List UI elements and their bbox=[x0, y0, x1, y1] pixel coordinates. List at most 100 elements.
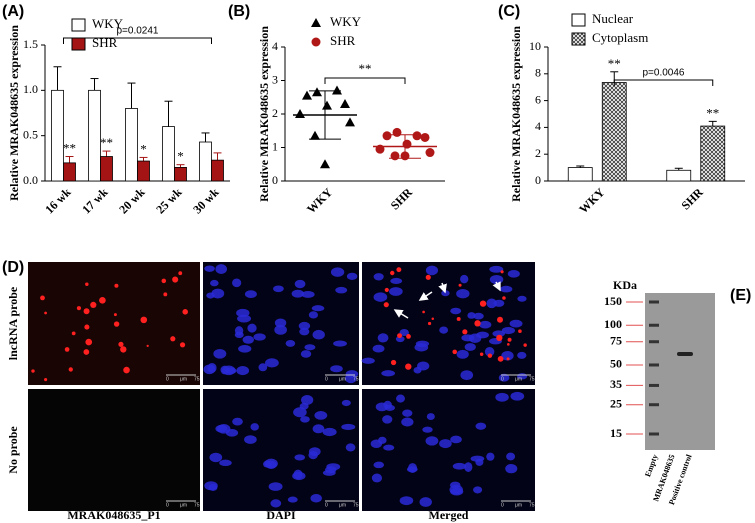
ladder-band bbox=[649, 403, 659, 407]
signal bbox=[182, 309, 188, 315]
y-tick-label: 0 bbox=[535, 173, 541, 187]
ladder-label: 100 bbox=[604, 317, 622, 331]
x-tick-label: 25 wk bbox=[153, 185, 185, 217]
nucleus bbox=[413, 366, 422, 374]
signal bbox=[422, 310, 425, 314]
nucleus bbox=[244, 290, 257, 299]
bar bbox=[211, 159, 224, 182]
bar bbox=[125, 108, 138, 182]
nucleus bbox=[461, 334, 475, 342]
ladder-label: 15 bbox=[610, 426, 622, 440]
signal bbox=[390, 270, 395, 276]
nucleus bbox=[407, 463, 418, 474]
signal bbox=[90, 301, 97, 308]
bar bbox=[63, 162, 76, 182]
ladder-label: 150 bbox=[604, 294, 622, 308]
nucleus bbox=[293, 469, 303, 480]
nucleus bbox=[377, 333, 389, 343]
ladder-band bbox=[649, 363, 659, 367]
y-tick-label: 4 bbox=[272, 39, 278, 53]
nucleus bbox=[308, 311, 319, 319]
y-axis-label: Relative MRAK048635 expression bbox=[509, 26, 523, 202]
signal bbox=[507, 343, 510, 346]
bar bbox=[88, 89, 101, 182]
nucleus bbox=[486, 298, 497, 309]
bar bbox=[700, 125, 726, 182]
scale-text: 75 bbox=[194, 376, 200, 382]
legend-label: SHR bbox=[92, 35, 118, 50]
y-axis-label: Relative MRAK048635 expression bbox=[257, 26, 271, 202]
y-tick-label: 3 bbox=[272, 72, 278, 86]
nucleus bbox=[236, 366, 250, 376]
signal bbox=[384, 287, 389, 293]
nucleus bbox=[330, 267, 345, 277]
nucleus bbox=[215, 264, 228, 274]
x-tick-label: WKY bbox=[304, 185, 335, 216]
nucleus bbox=[308, 447, 321, 457]
signal bbox=[83, 349, 90, 355]
scale-text: μm bbox=[515, 502, 522, 508]
nucleus bbox=[495, 392, 509, 402]
signal bbox=[44, 378, 48, 382]
nucleus bbox=[330, 365, 343, 373]
signal bbox=[452, 349, 458, 355]
bar bbox=[100, 156, 113, 182]
nucleus bbox=[294, 454, 306, 461]
x-tick-label: SHR bbox=[678, 185, 706, 213]
y-tick-label: 10 bbox=[529, 39, 541, 53]
y-tick-label: 1.5 bbox=[23, 37, 38, 51]
signal bbox=[31, 369, 35, 373]
nucleus bbox=[314, 411, 328, 420]
x-tick-label: 20 wk bbox=[116, 185, 148, 217]
significance: ** bbox=[608, 56, 621, 71]
nucleus bbox=[439, 439, 452, 449]
nucleus bbox=[449, 484, 463, 495]
nucleus bbox=[476, 331, 489, 339]
nucleus bbox=[238, 344, 252, 353]
x-tick-label: 30 wk bbox=[190, 185, 222, 217]
point bbox=[340, 98, 350, 108]
nucleus bbox=[383, 444, 395, 451]
image-bg bbox=[362, 262, 535, 385]
nucleus bbox=[263, 460, 272, 468]
nucleus bbox=[312, 329, 325, 340]
scale-text: 0 bbox=[325, 376, 328, 382]
nucleus bbox=[375, 402, 389, 412]
scale-text: 75 bbox=[353, 376, 359, 382]
legend-label: Cytoplasm bbox=[592, 30, 648, 45]
signal bbox=[406, 334, 411, 339]
nucleus bbox=[498, 373, 510, 382]
bar bbox=[51, 89, 64, 182]
nucleus bbox=[211, 288, 225, 299]
ladder-band bbox=[649, 383, 659, 387]
nucleus bbox=[300, 350, 312, 358]
nucleus bbox=[475, 422, 487, 430]
ladder-label: 75 bbox=[610, 333, 622, 347]
y-tick-label: 0.5 bbox=[23, 127, 38, 141]
nucleus bbox=[341, 423, 356, 431]
signal bbox=[68, 367, 73, 372]
nucleus bbox=[425, 436, 439, 446]
ladder-label: 50 bbox=[610, 357, 622, 371]
point bbox=[302, 90, 312, 100]
nucleus bbox=[470, 455, 485, 462]
band bbox=[677, 352, 693, 356]
nucleus bbox=[450, 307, 462, 315]
nucleus bbox=[341, 399, 351, 407]
y-tick-label: 0 bbox=[272, 173, 278, 187]
signal bbox=[487, 353, 493, 358]
signal bbox=[427, 321, 432, 326]
nucleus bbox=[270, 499, 282, 508]
signal bbox=[71, 331, 76, 336]
nucleus bbox=[373, 461, 385, 469]
nucleus bbox=[492, 330, 505, 337]
point bbox=[390, 151, 400, 161]
row-label: No probe bbox=[6, 426, 20, 474]
nucleus bbox=[225, 367, 237, 374]
nucleus bbox=[414, 343, 429, 352]
scale-text: 75 bbox=[529, 376, 535, 382]
nucleus bbox=[207, 362, 217, 373]
signal bbox=[172, 276, 179, 283]
legend-label: SHR bbox=[330, 33, 356, 48]
nucleus bbox=[294, 279, 306, 289]
